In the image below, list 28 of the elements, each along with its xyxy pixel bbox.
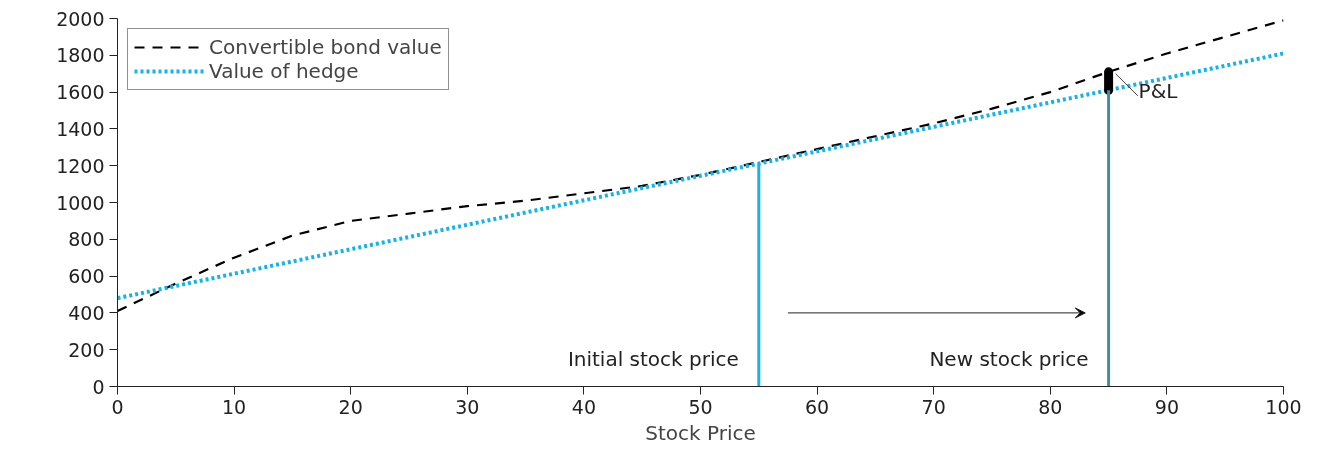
ref-line-label: Initial stock price xyxy=(567,346,739,371)
x-tick-label: 60 xyxy=(805,395,830,418)
x-tick-label: 100 xyxy=(1265,395,1302,418)
y-tick-label: 1000 xyxy=(56,191,105,214)
y-tick-label: 600 xyxy=(68,265,105,288)
x-tick-label: 40 xyxy=(571,395,596,418)
y-tick-label: 1400 xyxy=(56,117,105,140)
annotation: P&L xyxy=(1138,79,1179,104)
y-tick-label: 0 xyxy=(92,375,105,398)
y-tick-label: 1600 xyxy=(56,81,105,104)
legend-label: Convertible bond value xyxy=(209,35,442,59)
x-tick-label: 50 xyxy=(688,395,713,418)
x-tick-label: 20 xyxy=(338,395,363,418)
y-tick-label: 1200 xyxy=(56,154,105,177)
x-axis-title: Stock Price xyxy=(645,420,756,445)
x-tick-label: 10 xyxy=(222,395,247,418)
y-tick-label: 2000 xyxy=(56,7,105,30)
x-tick-label: 90 xyxy=(1154,395,1179,418)
y-tick-label: 400 xyxy=(68,301,105,324)
x-tick-label: 70 xyxy=(921,395,946,418)
y-tick-label: 1800 xyxy=(56,44,105,67)
ref-line-label: New stock price xyxy=(929,346,1089,371)
legend-label: Value of hedge xyxy=(209,59,359,83)
x-tick-label: 30 xyxy=(455,395,480,418)
y-tick-label: 800 xyxy=(68,228,105,251)
x-tick-label: 80 xyxy=(1038,395,1063,418)
y-tick-label: 200 xyxy=(68,338,105,361)
x-tick-label: 0 xyxy=(111,395,124,418)
